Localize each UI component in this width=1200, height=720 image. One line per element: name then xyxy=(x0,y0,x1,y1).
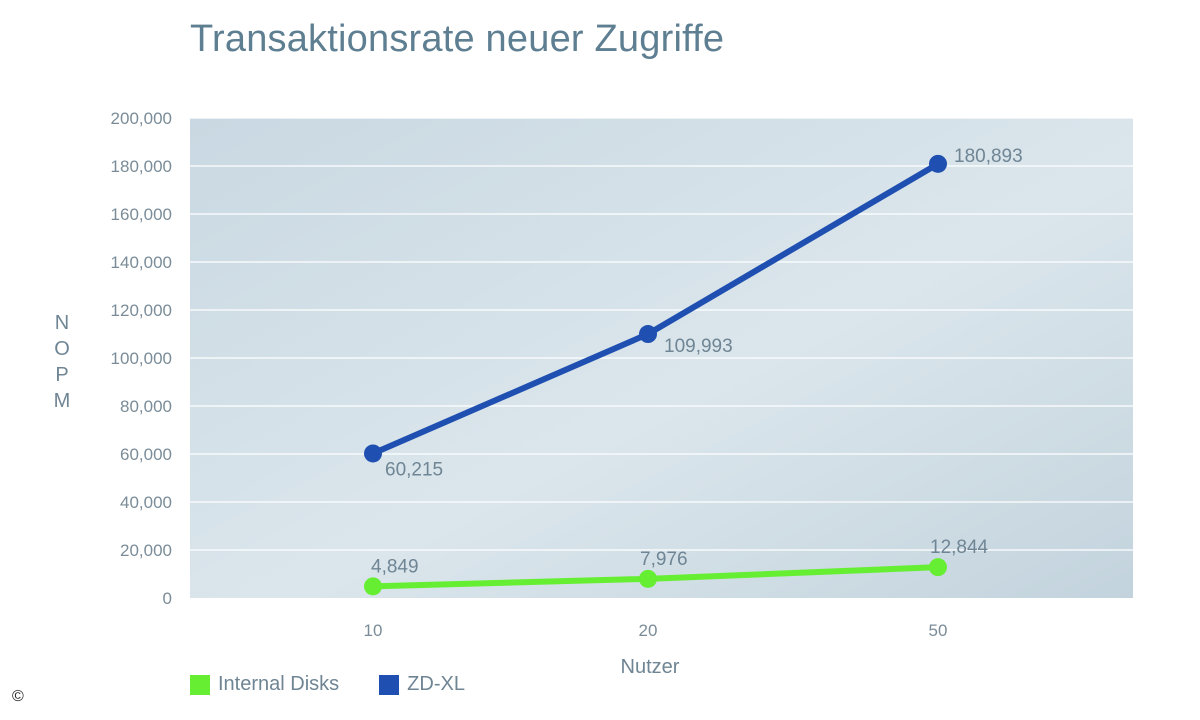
x-tick-label: 10 xyxy=(364,621,383,640)
y-tick-label: 100,000 xyxy=(111,349,172,368)
legend-label-zd-xl: ZD-XL xyxy=(407,673,465,695)
data-label: 4,849 xyxy=(371,556,419,577)
legend: Internal Disks ZD-XL xyxy=(190,673,465,696)
data-label: 180,893 xyxy=(954,146,1023,167)
legend-swatch-zd-xl xyxy=(379,674,400,695)
x-tick-label: 50 xyxy=(929,621,948,640)
data-label: 12,844 xyxy=(930,537,989,558)
y-tick-label: 0 xyxy=(163,589,172,608)
y-axis-ticks: 0 20,000 40,000 60,000 80,000 100,000 120,000 1… xyxy=(111,109,172,608)
legend-item-zd-xl: ZD-XL xyxy=(379,673,465,696)
legend-swatch-internal-disks xyxy=(190,674,210,695)
data-label: 60,215 xyxy=(385,459,443,480)
y-tick-label: 20,000 xyxy=(120,541,172,560)
x-axis-label: Nutzer xyxy=(620,656,680,678)
y-tick-label: 140,000 xyxy=(111,253,172,272)
y-axis-label-letter: M xyxy=(53,390,71,412)
data-label: 109,993 xyxy=(664,336,733,357)
data-point xyxy=(639,569,657,588)
series-group xyxy=(364,154,947,596)
y-tick-label: 200,000 xyxy=(111,109,172,128)
legend-label-internal-disks: Internal Disks xyxy=(218,673,340,695)
x-axis-ticks: 10 20 50 xyxy=(364,621,948,640)
gridlines xyxy=(190,117,1133,551)
y-axis-label-letter: O xyxy=(54,338,70,360)
y-tick-label: 120,000 xyxy=(111,301,172,320)
chart-title: Transaktionsrate neuer Zugriffe xyxy=(190,18,725,60)
y-tick-label: 80,000 xyxy=(120,397,172,416)
data-point xyxy=(364,444,382,463)
data-point xyxy=(929,558,947,577)
y-tick-label: 180,000 xyxy=(111,157,172,176)
data-point xyxy=(364,577,382,596)
y-axis-label-letter: P xyxy=(55,364,69,386)
data-point xyxy=(639,325,657,344)
y-tick-label: 40,000 xyxy=(120,493,172,512)
data-label: 7,976 xyxy=(640,549,688,570)
y-tick-label: 60,000 xyxy=(120,445,172,464)
legend-item-internal-disks: Internal Disks xyxy=(190,673,339,696)
copyright-icon: © xyxy=(12,688,24,705)
x-tick-label: 20 xyxy=(639,621,658,640)
y-axis-label-letter: N xyxy=(54,312,70,334)
data-point xyxy=(929,154,947,173)
y-tick-label: 160,000 xyxy=(111,205,172,224)
data-labels: 4,849 7,976 12,844 60,215 109,993 180,893 xyxy=(371,146,1023,578)
